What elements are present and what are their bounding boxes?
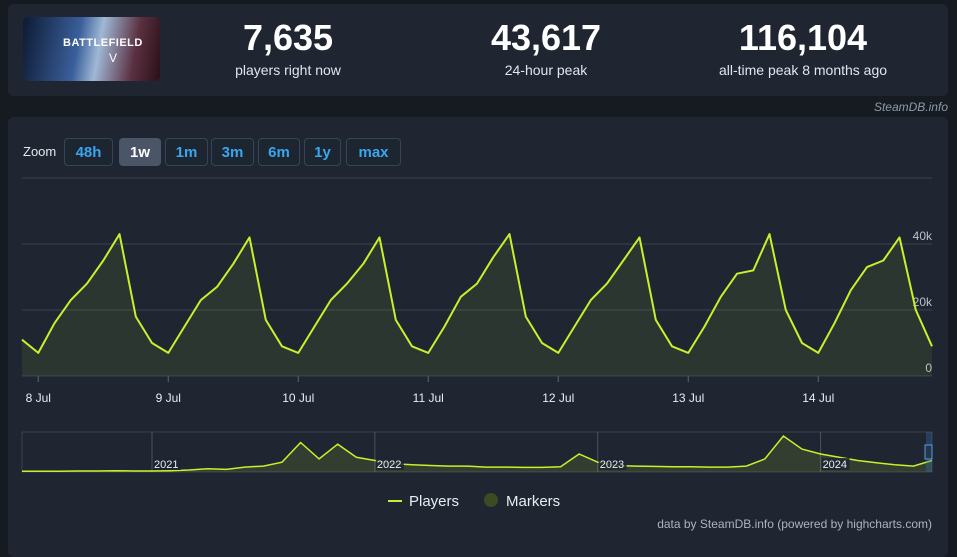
x-tick-label: 14 Jul (802, 391, 834, 405)
year-label-bg (821, 458, 850, 470)
zoom-button[interactable]: 48h (64, 138, 113, 166)
year-label-bg (598, 458, 627, 470)
x-tick-label: 12 Jul (542, 391, 574, 405)
game-image: BATTLEFIELD V (23, 17, 160, 81)
logo-sub: V (109, 51, 118, 65)
x-tick-label: 11 Jul (413, 391, 444, 405)
zoom-button[interactable]: 6m (258, 138, 300, 166)
zoom-button[interactable]: max (346, 138, 401, 166)
zoom-button[interactable]: 3m (211, 138, 254, 166)
year-label: 2024 (823, 459, 847, 471)
stat: 43,617 24-hour peak (426, 17, 666, 79)
stat-label: 24-hour peak (504, 62, 588, 78)
navigator-handle[interactable] (924, 444, 933, 460)
year-label: 2021 (154, 459, 178, 471)
zoom-button[interactable]: 1m (165, 138, 208, 166)
y-tick-label: 0 (925, 361, 932, 375)
stat-value: 116,104 (738, 17, 868, 58)
zoom-label: Zoom (23, 144, 57, 159)
stat-value: 7,635 (242, 17, 334, 58)
year-label: 2022 (377, 459, 401, 471)
x-tick-label: 10 Jul (282, 391, 314, 405)
legend-label: Players (409, 493, 459, 510)
year-label: 2023 (600, 459, 624, 471)
logo-text: BATTLEFIELD (63, 37, 143, 49)
stat-value: 43,617 (490, 17, 602, 58)
header-card (8, 4, 948, 96)
year-label-bg (153, 458, 181, 470)
stat: 116,104 all-time peak 8 months ago (683, 17, 923, 79)
chart-card (8, 117, 948, 557)
x-tick-label: 8 Jul (26, 391, 51, 405)
legend-marker (484, 493, 498, 507)
zoom-button[interactable]: 1w (119, 138, 161, 166)
stat: 7,635 players right now (168, 17, 408, 79)
x-tick-label: 9 Jul (156, 391, 181, 405)
footer-credit: data by SteamDB.info (powered by highcha… (657, 517, 932, 531)
area-fill (22, 234, 932, 376)
site-credit: SteamDB.info (873, 100, 948, 114)
stat-label: players right now (235, 62, 341, 78)
y-tick-label: 40k (913, 229, 933, 243)
stat-label: all-time peak 8 months ago (718, 62, 888, 78)
legend-label: Markers (506, 493, 560, 510)
y-tick-label: 20k (913, 295, 933, 309)
x-tick-label: 13 Jul (672, 391, 704, 405)
navigator-line (22, 434, 933, 473)
players-line (21, 233, 933, 354)
zoom-button[interactable]: 1y (304, 138, 341, 166)
year-label-bg (375, 458, 404, 470)
